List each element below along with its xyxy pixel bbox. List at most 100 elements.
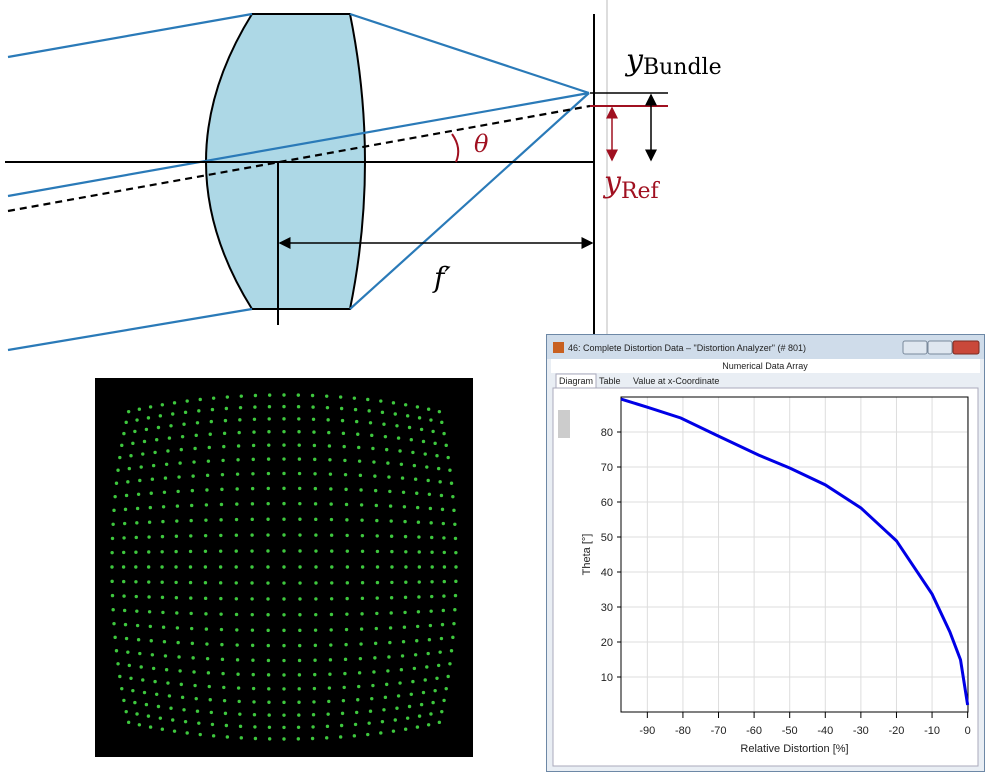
dot xyxy=(426,407,431,411)
dot xyxy=(417,550,421,554)
dot xyxy=(325,724,330,729)
dot xyxy=(224,406,229,411)
dot xyxy=(298,597,302,601)
dot xyxy=(169,706,173,710)
maximize-button[interactable] xyxy=(927,340,953,355)
dot xyxy=(134,580,138,584)
scrollbar[interactable] xyxy=(558,410,570,438)
tab-label: Value at x-Coordinate xyxy=(633,376,719,386)
dot xyxy=(413,653,418,657)
dot xyxy=(167,436,172,440)
minimize-button[interactable] xyxy=(902,340,928,355)
dot xyxy=(328,672,332,676)
dot xyxy=(390,580,394,585)
dot xyxy=(221,671,225,676)
dot xyxy=(266,581,270,585)
dot xyxy=(192,460,196,464)
dot xyxy=(356,698,360,702)
dot xyxy=(416,610,421,614)
dot xyxy=(297,443,301,447)
dot xyxy=(297,687,301,691)
dot xyxy=(417,580,421,584)
dot xyxy=(252,430,256,434)
dot xyxy=(195,709,200,713)
dot xyxy=(189,596,193,600)
dot xyxy=(297,430,301,434)
dot xyxy=(375,565,380,569)
dot xyxy=(391,401,396,405)
dot xyxy=(415,505,420,510)
dot xyxy=(339,406,344,411)
dot xyxy=(403,595,408,600)
dot xyxy=(329,517,334,522)
dot xyxy=(442,536,446,540)
dot xyxy=(345,518,349,522)
dot xyxy=(431,429,435,434)
dot xyxy=(371,446,375,451)
dot xyxy=(110,579,114,584)
dot xyxy=(373,641,378,646)
x-tick-label: -50 xyxy=(782,725,798,737)
dot xyxy=(282,471,286,476)
theta-label: θ xyxy=(474,130,489,158)
dot xyxy=(441,521,446,526)
dot xyxy=(204,612,208,616)
dot xyxy=(311,417,316,421)
dot xyxy=(393,718,397,722)
dot xyxy=(388,489,392,494)
dot xyxy=(282,628,286,633)
dot xyxy=(282,533,286,537)
dot xyxy=(147,520,152,524)
dot xyxy=(310,736,315,741)
dot xyxy=(297,713,301,717)
dot xyxy=(380,719,385,724)
dot xyxy=(225,735,230,739)
close-button[interactable] xyxy=(952,340,980,355)
dot xyxy=(428,623,433,628)
dot xyxy=(118,674,122,679)
dot xyxy=(314,517,318,522)
dot xyxy=(429,521,433,525)
dot xyxy=(282,673,286,677)
dot xyxy=(189,534,193,538)
dot xyxy=(238,712,242,716)
dot xyxy=(131,441,135,446)
dot xyxy=(282,737,286,741)
dot xyxy=(374,503,379,508)
dot xyxy=(360,581,365,585)
dot xyxy=(219,612,223,616)
dot xyxy=(234,612,239,617)
tab-label: Table xyxy=(599,376,621,386)
dot xyxy=(222,698,227,703)
dot xyxy=(282,517,286,521)
dot xyxy=(110,536,115,541)
dot xyxy=(386,461,390,465)
dot xyxy=(415,491,419,495)
dot xyxy=(448,662,452,666)
dot xyxy=(235,472,240,476)
dot xyxy=(417,535,421,539)
dot xyxy=(354,419,359,424)
dot xyxy=(442,698,446,703)
dot xyxy=(360,565,365,569)
dot xyxy=(419,702,424,707)
dot xyxy=(122,550,126,555)
dot xyxy=(122,594,126,598)
dot xyxy=(360,596,365,601)
dot xyxy=(282,565,286,569)
dot xyxy=(210,722,215,727)
x-tick-label: -60 xyxy=(746,725,762,737)
dot xyxy=(328,658,333,662)
dot xyxy=(163,654,168,658)
dot xyxy=(190,488,195,493)
dot xyxy=(141,678,145,682)
dot xyxy=(436,466,441,471)
dot xyxy=(415,725,420,729)
dot xyxy=(400,476,405,480)
dot xyxy=(427,637,432,642)
dot xyxy=(296,405,301,409)
dot xyxy=(360,533,365,538)
dot xyxy=(134,594,138,599)
dot xyxy=(133,429,137,434)
dot xyxy=(122,536,126,540)
